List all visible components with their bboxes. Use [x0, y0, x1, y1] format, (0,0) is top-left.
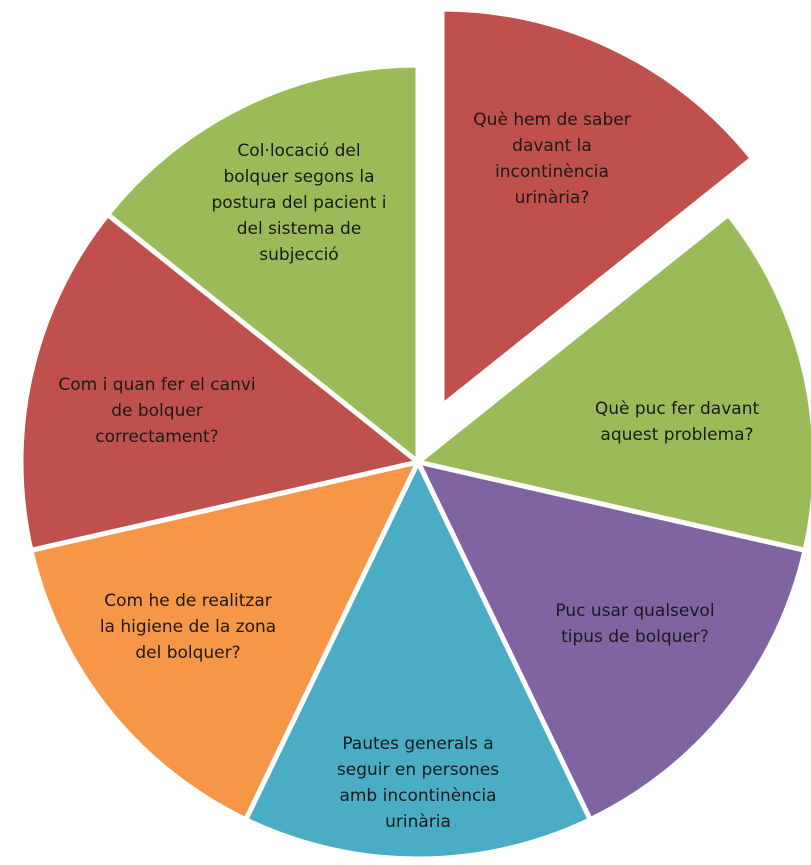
segment-label-line: Com he de realitzar: [104, 591, 271, 611]
segment-label-que-puc-fer: Què puc fer davant aquest problema?: [595, 399, 760, 445]
segment-canvi-bolquer: [18, 211, 421, 553]
segment-label-line: urinària: [385, 812, 451, 832]
segment-label-line: Pautes generals a: [342, 734, 493, 754]
segment-label-line: de bolquer: [111, 401, 203, 421]
segment-label-line: postura del pacient i: [212, 193, 387, 213]
segment-label-line: urinària?: [515, 188, 590, 208]
segment-label-line: subjecció: [259, 245, 338, 265]
segment-label-line: davant la: [512, 136, 592, 156]
segment-que-hem-de-saber: [439, 6, 755, 409]
segment-label-higiene-zona: Com he de realitzar la higiene de la zona…: [100, 591, 276, 663]
segment-label-pautes-generals: Pautes generals a seguir en persones amb i…: [337, 734, 499, 832]
labels-layer: Què hem de saber davant la incontinència ur…: [58, 110, 759, 832]
segment-label-line: correctament?: [95, 427, 218, 447]
segment-label-col-locacio: Col·locació del bolquer segons la postura …: [212, 141, 387, 265]
segment-label-line: del bolquer?: [135, 643, 240, 663]
segment-label-line: la higiene de la zona: [100, 617, 276, 637]
segment-label-line: Puc usar qualsevol: [555, 601, 714, 621]
segment-label-line: aquest problema?: [600, 425, 753, 445]
segment-label-line: seguir en persones: [337, 760, 499, 780]
segment-pautes-generals: [243, 459, 593, 862]
segment-label-line: tipus de bolquer?: [561, 627, 709, 647]
segment-label-line: Què hem de saber: [473, 110, 630, 130]
segment-label-line: incontinència: [495, 162, 609, 182]
segment-puc-usar-bolquer: [415, 459, 808, 823]
segment-label-canvi-bolquer: Com i quan fer el canvi de bolquer correct…: [58, 375, 255, 447]
segment-label-line: amb incontinència: [339, 786, 496, 806]
segment-label-line: del sistema de: [237, 219, 362, 239]
segment-label-line: bolquer segons la: [223, 167, 374, 187]
segments-layer: [18, 6, 811, 862]
segment-label-line: Què puc fer davant: [595, 399, 760, 419]
segment-label-que-hem-de-saber: Què hem de saber davant la incontinència ur…: [473, 110, 630, 208]
segment-label-line: Col·locació del: [237, 141, 360, 161]
segment-higiene-zona: [28, 459, 421, 823]
segment-col-locacio: [105, 62, 421, 465]
segment-que-puc-fer: [415, 211, 811, 553]
segment-label-line: Com i quan fer el canvi: [58, 375, 255, 395]
segment-label-puc-usar-bolquer: Puc usar qualsevol tipus de bolquer?: [555, 601, 714, 647]
